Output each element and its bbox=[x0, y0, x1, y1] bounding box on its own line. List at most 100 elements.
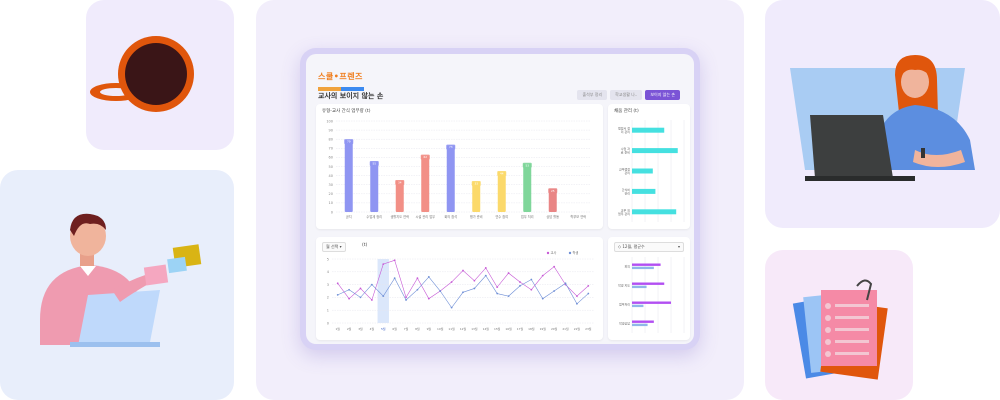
bar-value-badge bbox=[344, 139, 354, 145]
series-point bbox=[382, 295, 385, 298]
y-tick-label: 수업 자 bbox=[621, 146, 630, 151]
series-point bbox=[564, 282, 567, 285]
series-point bbox=[382, 263, 385, 266]
y-tick-label: 40 bbox=[329, 174, 333, 178]
woman-with-laptop-icon bbox=[790, 55, 975, 181]
bar-value-label: 79 bbox=[347, 140, 351, 144]
y-tick-label: 30 bbox=[329, 183, 333, 187]
series-point bbox=[507, 272, 510, 274]
x-tick-label: 13월 bbox=[471, 326, 478, 331]
tab-school-life[interactable]: 학교생활 나.. bbox=[610, 90, 643, 100]
y-tick-label: 20 bbox=[329, 192, 333, 196]
series-point bbox=[530, 278, 533, 281]
x-tick-label: 12월 bbox=[460, 326, 467, 331]
x-tick-label: 생활지도 연락 bbox=[390, 214, 409, 219]
series-point bbox=[336, 293, 339, 296]
series-point bbox=[587, 284, 590, 287]
series-point bbox=[359, 287, 362, 290]
x-tick-label: 1월 bbox=[335, 326, 340, 331]
coffee-tile bbox=[86, 0, 234, 150]
series-point bbox=[484, 267, 487, 269]
x-tick-label: 16월 bbox=[505, 326, 512, 331]
series-point bbox=[450, 281, 453, 283]
y-tick-label-cont: 료 준비 bbox=[621, 150, 630, 155]
x-tick-label: 평가 준비 bbox=[470, 214, 483, 219]
bar bbox=[370, 161, 379, 212]
series-point bbox=[393, 277, 396, 280]
x-tick-label: 3월 bbox=[358, 326, 363, 331]
bar bbox=[497, 171, 506, 212]
y-tick-label: 2 bbox=[327, 296, 329, 300]
bar-value-label: 33 bbox=[474, 181, 478, 185]
y-tick-label: 업무처리 bbox=[619, 302, 630, 307]
hbar-teacher bbox=[632, 282, 665, 285]
bar bbox=[395, 181, 404, 212]
hbar-student bbox=[632, 266, 654, 270]
bar-value-label: 44 bbox=[500, 171, 504, 175]
series-point bbox=[484, 274, 487, 277]
hbar-teacher bbox=[632, 320, 654, 323]
series-point bbox=[348, 297, 350, 300]
x-tick-label: 10월 bbox=[437, 326, 444, 331]
x-tick-label: 시설 관리 업무 bbox=[415, 214, 435, 219]
documents-tile bbox=[765, 250, 913, 400]
x-tick-label: 22월 bbox=[574, 326, 581, 331]
hbar bbox=[632, 209, 677, 215]
y-tick-label: 학생 지도 bbox=[618, 283, 630, 288]
man-tile bbox=[0, 170, 234, 400]
bar-value-badge bbox=[446, 144, 456, 150]
logo-text: 스쿨•프렌즈 bbox=[318, 72, 363, 81]
hbar bbox=[632, 168, 653, 174]
line-chart-panel: 월 선택 ▾ (t) 0 1 2 3 4 5 1월 2월 3월 4월 5월 6월 7월 8월 9월 10월 11… bbox=[316, 237, 603, 340]
month-select[interactable]: 월 선택 ▾ bbox=[322, 242, 346, 252]
x-tick-label: 17월 bbox=[517, 326, 524, 331]
hbar-student bbox=[632, 304, 644, 308]
line-chart: 0 1 2 3 4 5 1월 2월 3월 4월 5월 6월 7월 8월 9월 10월 11월 12월 13월 14월 1… bbox=[327, 250, 594, 331]
y-tick-label: 80 bbox=[329, 138, 333, 142]
bar-value-label: 25 bbox=[551, 189, 555, 193]
y-tick-label: 90 bbox=[329, 128, 333, 132]
bar bbox=[446, 145, 455, 212]
tab-attendance[interactable]: 출석부 정리 bbox=[577, 90, 608, 100]
y-tick-label-cont: 리 관리 bbox=[621, 129, 630, 134]
series-line bbox=[337, 259, 589, 301]
series-point bbox=[405, 296, 407, 299]
bar bbox=[548, 189, 557, 212]
bar-value-label: 53 bbox=[525, 163, 529, 167]
bar-value-badge bbox=[420, 154, 430, 160]
period-select[interactable]: ◇ 12월, 평균수 ▾ bbox=[614, 242, 684, 252]
bar-value-badge bbox=[497, 170, 507, 176]
y-tick-label: 회의 bbox=[624, 264, 630, 269]
woman-tile bbox=[765, 0, 1000, 228]
y-tick-label: 0 bbox=[331, 210, 333, 214]
y-tick-label-cont: 업무 관리 bbox=[618, 211, 630, 216]
x-tick-label: 회의 참석 bbox=[444, 214, 457, 219]
y-tick-label: 5 bbox=[327, 257, 329, 261]
x-tick-label: 수업계 정리 bbox=[366, 214, 382, 219]
tab-invisible-hand[interactable]: 보이지 않는 손 bbox=[645, 90, 680, 100]
bar-value-badge bbox=[395, 180, 405, 186]
series-point bbox=[519, 281, 521, 283]
logo-bar bbox=[318, 76, 366, 91]
hbar-student bbox=[632, 285, 647, 289]
series-point bbox=[576, 295, 578, 298]
bar-value-badge bbox=[471, 180, 481, 186]
series-point bbox=[336, 282, 339, 285]
series-point bbox=[427, 276, 430, 278]
line-unit-label: (t) bbox=[362, 243, 368, 248]
hbar bbox=[632, 188, 656, 194]
dashboard-screen: 스쿨•프렌즈 교사의 보이지 않는 손 출석부 정리 학교생활 나.. 보이지 … bbox=[306, 54, 694, 344]
x-tick-label: 학부모 연락 bbox=[570, 214, 586, 219]
x-tick-label: 공지 bbox=[346, 214, 352, 219]
x-tick-label: 23월 bbox=[585, 326, 592, 331]
series-point bbox=[507, 295, 510, 298]
x-tick-label: 4월 bbox=[370, 326, 375, 331]
series-point bbox=[541, 297, 544, 300]
hbar bbox=[632, 148, 678, 154]
series-point bbox=[553, 265, 556, 268]
hbar-teacher bbox=[632, 301, 671, 304]
bar-value-label: 62 bbox=[423, 155, 427, 159]
